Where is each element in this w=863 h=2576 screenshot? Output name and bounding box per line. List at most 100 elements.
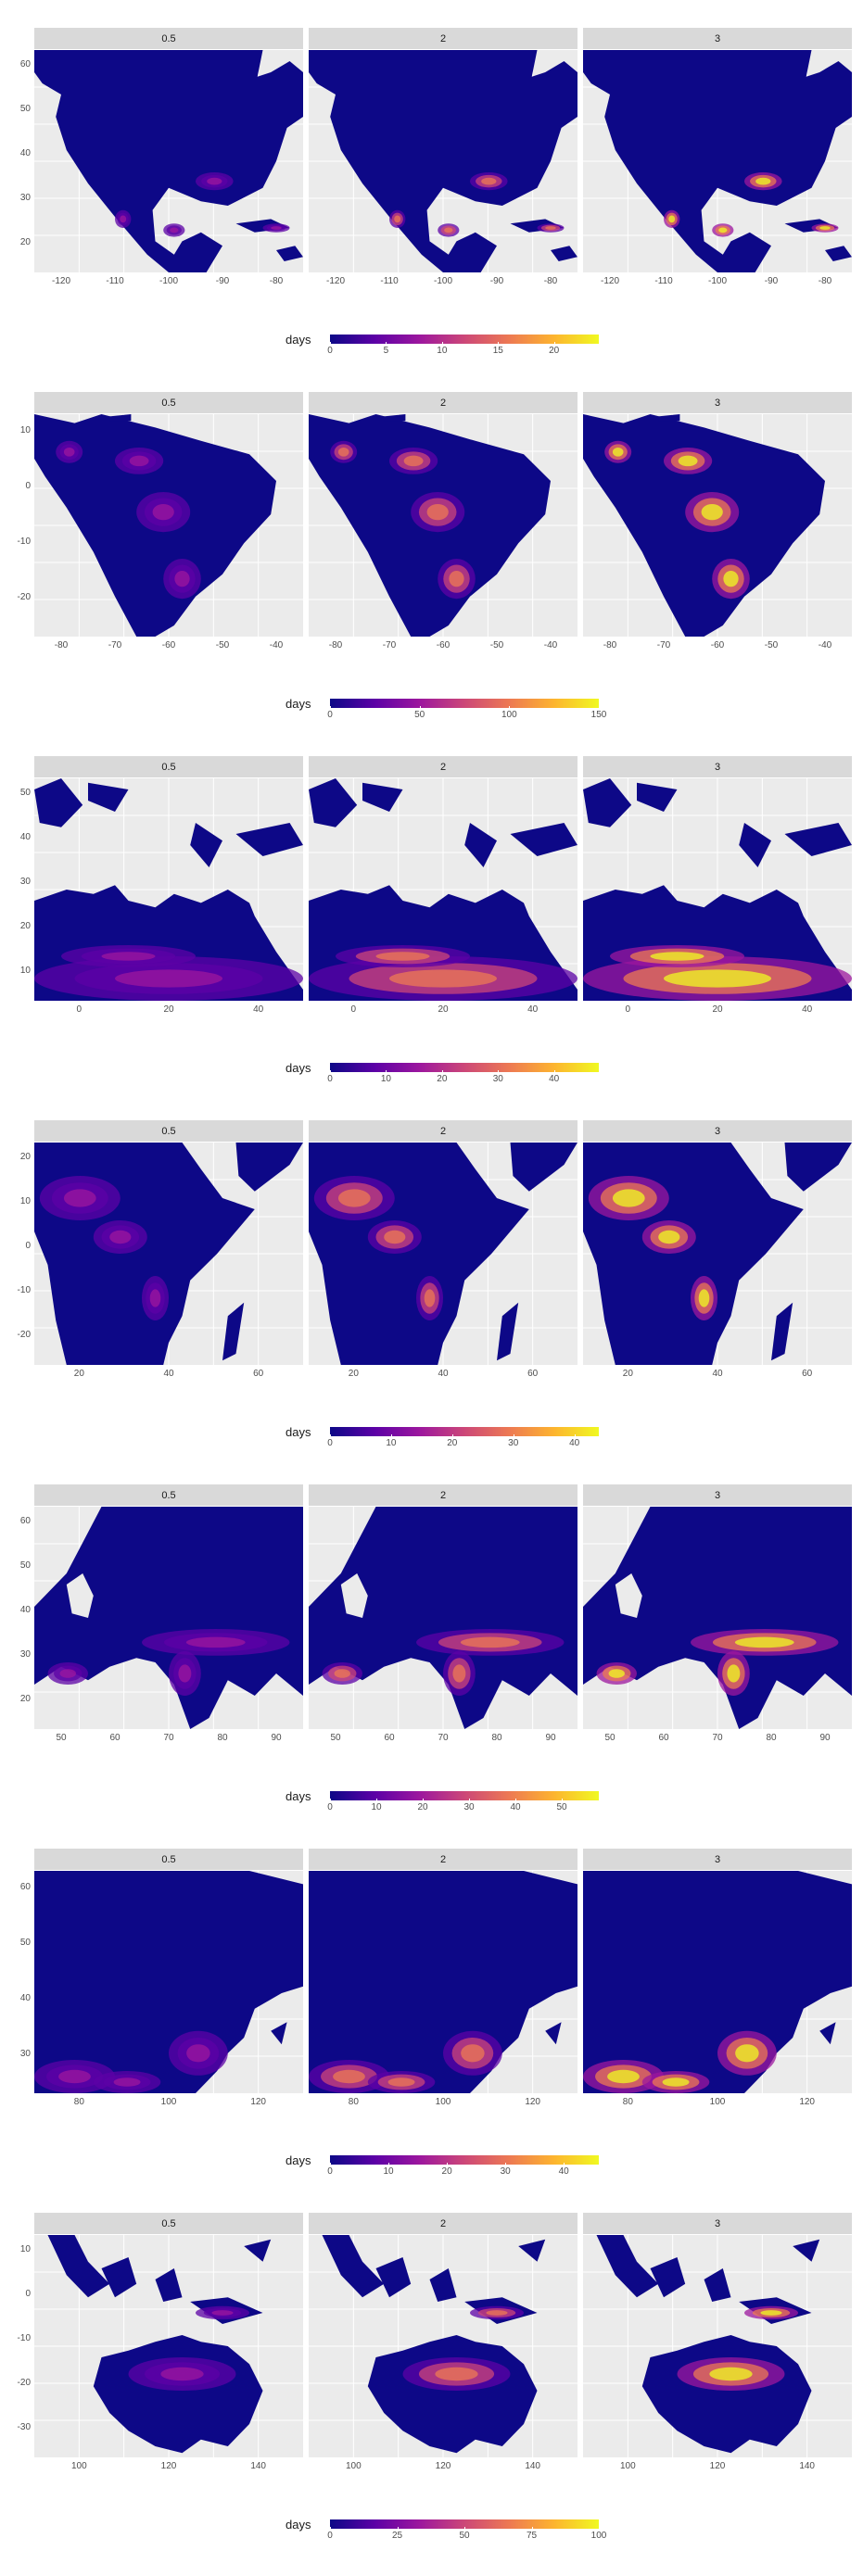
legend-tick-label: 50	[459, 2531, 470, 2541]
map-plot-area	[34, 778, 303, 1001]
heat-spot	[178, 1664, 192, 1683]
y-tick-label: 10	[19, 2243, 31, 2254]
heat-spot	[63, 448, 75, 457]
land-mass	[583, 50, 852, 272]
colorbar-gradient	[330, 1063, 599, 1072]
y-tick-label: -10	[17, 537, 31, 547]
map-svg	[583, 50, 852, 272]
x-tick-label: -40	[269, 640, 284, 650]
region-south-america: 0.5 -80 -70 -60 -50 -40 2 -80 -70 -60 -50 -40 3 -80 -7…	[0, 392, 863, 755]
heat-spot	[113, 2077, 141, 2087]
heat-spot	[819, 226, 831, 230]
facet-strip-label: 3	[583, 1120, 852, 1142]
heat-spot	[734, 1636, 794, 1648]
heat-spot	[701, 503, 723, 521]
legend-tick-mark	[423, 1799, 424, 1801]
map-svg	[309, 1143, 577, 1365]
heat-spot	[735, 2044, 759, 2063]
legend-tick-label: 40	[569, 1438, 580, 1448]
island	[784, 823, 852, 856]
island	[101, 2257, 137, 2298]
heat-spot	[658, 1230, 680, 1244]
legend-tick-mark	[330, 1799, 331, 1801]
land-mass	[34, 50, 303, 272]
heat-spot	[452, 1664, 466, 1683]
map-svg	[34, 50, 303, 272]
y-tick-label: 10	[19, 965, 31, 976]
x-tick-label: 120	[435, 2461, 451, 2471]
x-tick-label: 140	[250, 2461, 266, 2471]
legend-tick-mark	[599, 706, 600, 709]
y-tick-label: 40	[19, 147, 31, 158]
x-tick-label: 70	[712, 1733, 723, 1743]
x-tick-label: 60	[802, 1369, 813, 1379]
map-svg	[34, 1143, 303, 1365]
x-tick-label: 100	[435, 2097, 451, 2107]
x-tick-label: 120	[525, 2097, 540, 2107]
legend-tick-label: 75	[526, 2531, 538, 2541]
y-tick-label: 50	[19, 1559, 31, 1571]
heat-spot	[160, 2367, 204, 2381]
heat-spot	[109, 1230, 132, 1244]
x-tick-label: 40	[712, 1369, 723, 1379]
heat-spot	[650, 952, 704, 961]
y-tick-label: 40	[19, 1604, 31, 1615]
water-body	[340, 1573, 368, 1618]
map-svg	[583, 1871, 852, 2093]
map-plot-area	[34, 50, 303, 272]
island	[34, 778, 83, 827]
colorbar-legend: days 0 10 20 30 40	[278, 1423, 612, 1460]
heat-spot	[727, 1664, 741, 1683]
island	[551, 246, 577, 261]
heat-spot	[334, 1669, 350, 1678]
land-mass	[583, 1507, 852, 1729]
heat-spot	[664, 969, 771, 988]
facet-strip-label: 3	[583, 392, 852, 413]
y-tick-label: 60	[19, 1515, 31, 1526]
x-tick-label: 120	[709, 2461, 726, 2471]
island	[109, 414, 132, 422]
legend-tick-mark	[330, 1434, 331, 1437]
heat-spot	[612, 448, 624, 457]
x-tick-label: -120	[325, 276, 345, 286]
x-tick-label: -110	[380, 276, 399, 286]
legend-title: days	[286, 333, 311, 347]
island	[375, 2257, 412, 2298]
x-tick-label: -80	[269, 276, 284, 286]
heat-spot	[678, 455, 698, 467]
map-svg	[583, 1507, 852, 1729]
x-tick-label: 80	[491, 1733, 502, 1743]
island	[271, 2022, 287, 2045]
legend-tick-label: 10	[371, 1802, 382, 1812]
map-plot-area	[34, 1143, 303, 1365]
region-east-africa: 0.5 20 40 60 2 20 40 60 3 20 40 60 20 10 0 -10 -20 days 0 1…	[0, 1120, 863, 1484]
colorbar-gradient	[330, 2155, 599, 2165]
island	[384, 414, 406, 422]
x-tick-label: 80	[73, 2097, 84, 2107]
island	[793, 2239, 820, 2262]
facet-strip-label: 2	[309, 756, 577, 777]
x-tick-label: -110	[106, 276, 124, 286]
legend-title: days	[286, 2153, 311, 2167]
land-mass	[309, 1871, 577, 2093]
map-plot-area	[309, 414, 577, 637]
map-svg	[34, 1507, 303, 1729]
heat-spot	[174, 570, 190, 587]
legend-tick-mark	[531, 2527, 533, 2530]
heat-spot	[607, 2069, 640, 2084]
heat-spot	[612, 1189, 645, 1207]
map-plot-area	[309, 50, 577, 272]
legend-tick-label: 20	[437, 1074, 448, 1084]
x-tick-label: 40	[163, 1369, 174, 1379]
x-tick-label: 0	[350, 1004, 357, 1015]
x-tick-label: 80	[348, 2097, 359, 2107]
island	[596, 2235, 659, 2298]
legend-tick-label: 50	[556, 1802, 567, 1812]
y-tick-label: 50	[19, 103, 31, 114]
island	[362, 782, 403, 812]
x-tick-label: -40	[543, 640, 558, 650]
legend-tick-label: 10	[383, 2166, 394, 2177]
island	[819, 2022, 836, 2045]
island	[309, 778, 358, 827]
legend-tick-label: 30	[492, 1074, 503, 1084]
